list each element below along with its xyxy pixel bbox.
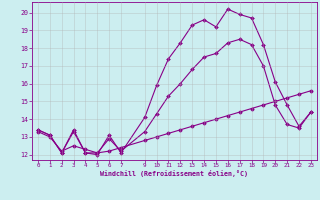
X-axis label: Windchill (Refroidissement éolien,°C): Windchill (Refroidissement éolien,°C) [100, 170, 248, 177]
